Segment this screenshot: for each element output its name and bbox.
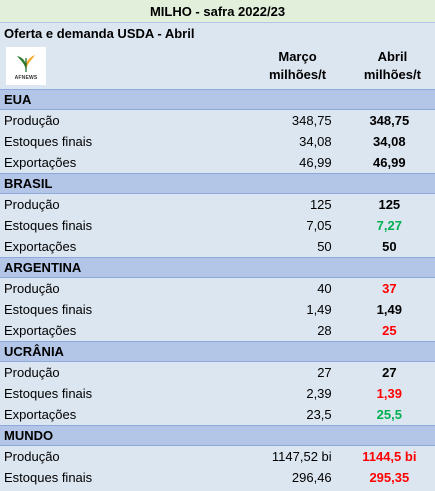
table-row: Produção 348,75 348,75 xyxy=(0,110,435,131)
value-abril: 1,49 xyxy=(376,302,402,317)
value-marco: 348,75 xyxy=(291,113,332,128)
table-row: Estoques finais 7,05 7,27 xyxy=(0,215,435,236)
value-abril: 25 xyxy=(382,323,397,338)
row-label: Produção xyxy=(4,449,60,464)
row-label: Exportações xyxy=(4,407,77,422)
value-marco: 23,5 xyxy=(306,407,332,422)
value-abril: 295,35 xyxy=(369,470,410,485)
value-marco: 46,99 xyxy=(299,155,332,170)
table-subtitle: Oferta e demanda USDA - Abril xyxy=(0,23,435,43)
section-header: BRASIL xyxy=(0,173,435,194)
value-marco: 296,46 xyxy=(291,470,332,485)
value-abril: 50 xyxy=(382,239,397,254)
value-abril: 1144,5 bi xyxy=(362,449,417,464)
afnews-logo: AFNEWS xyxy=(6,47,46,85)
value-marco: 50 xyxy=(317,239,332,254)
table-row: Produção 125 125 xyxy=(0,194,435,215)
value-marco: 7,05 xyxy=(306,218,332,233)
row-label: Exportações xyxy=(4,155,77,170)
row-label: Estoques finais xyxy=(4,134,93,149)
row-label: Estoques finais xyxy=(4,302,93,317)
row-label: Exportações xyxy=(4,323,77,338)
row-label: Exportações xyxy=(4,239,77,254)
value-abril: 25,5 xyxy=(376,407,402,422)
row-label: Estoques finais xyxy=(4,218,93,233)
column-header-abril: Abril milhões/t xyxy=(350,48,435,84)
value-abril: 27 xyxy=(382,365,397,380)
value-abril: 125 xyxy=(378,197,401,212)
row-label: Produção xyxy=(4,197,60,212)
value-marco: 40 xyxy=(317,281,332,296)
wheat-leaf-logo-icon xyxy=(17,54,35,72)
table-row: Estoques finais 34,08 34,08 xyxy=(0,131,435,152)
column-header-abril-unit: milhões/t xyxy=(363,67,421,82)
value-abril: 348,75 xyxy=(369,113,410,128)
value-marco: 2,39 xyxy=(306,386,332,401)
section-header: EUA xyxy=(0,89,435,110)
value-marco: 34,08 xyxy=(299,134,332,149)
logo-text: AFNEWS xyxy=(14,74,38,81)
value-marco: 125 xyxy=(309,197,332,212)
table-title: MILHO - safra 2022/23 xyxy=(0,0,435,23)
column-header-abril-title: Abril xyxy=(377,49,408,64)
row-label: Produção xyxy=(4,281,60,296)
table-row: Produção 1147,52 bi 1144,5 bi xyxy=(0,446,435,467)
table-row: Produção 27 27 xyxy=(0,362,435,383)
logo-cell: AFNEWS xyxy=(0,47,214,85)
value-abril: 7,27 xyxy=(376,218,402,233)
value-marco: 28 xyxy=(317,323,332,338)
value-marco: 1,49 xyxy=(306,302,332,317)
table-row: Produção 40 37 xyxy=(0,278,435,299)
value-marco: 27 xyxy=(317,365,332,380)
column-header-marco-title: Março xyxy=(278,49,317,64)
value-abril: 46,99 xyxy=(373,155,406,170)
table-row: Exportações 23,5 25,5 xyxy=(0,404,435,425)
table-row: Estoques finais 2,39 1,39 xyxy=(0,383,435,404)
value-abril: 37 xyxy=(382,281,397,296)
table-row: Estoques finais 1,49 1,49 xyxy=(0,299,435,320)
column-header-marco-unit: milhões/t xyxy=(268,67,327,82)
table-body: EUA Produção 348,75 348,75 Estoques finais 34… xyxy=(0,89,435,488)
table-row: Exportações 46,99 46,99 xyxy=(0,152,435,173)
value-abril: 1,39 xyxy=(376,386,402,401)
value-abril: 34,08 xyxy=(373,134,406,149)
row-label: Produção xyxy=(4,113,60,128)
row-label: Estoques finais xyxy=(4,470,93,485)
section-header: UCRÂNIA xyxy=(0,341,435,362)
table-row: Exportações 50 50 xyxy=(0,236,435,257)
row-label: Produção xyxy=(4,365,60,380)
row-label: Estoques finais xyxy=(4,386,93,401)
column-header-marco: Março milhões/t xyxy=(250,48,345,84)
column-header-row: AFNEWS Março milhões/t Abril milhões/t xyxy=(0,43,435,89)
section-header: ARGENTINA xyxy=(0,257,435,278)
table-row: Estoques finais 296,46 295,35 xyxy=(0,467,435,488)
section-header: MUNDO xyxy=(0,425,435,446)
table-row: Exportações 28 25 xyxy=(0,320,435,341)
value-marco: 1147,52 bi xyxy=(271,449,332,464)
